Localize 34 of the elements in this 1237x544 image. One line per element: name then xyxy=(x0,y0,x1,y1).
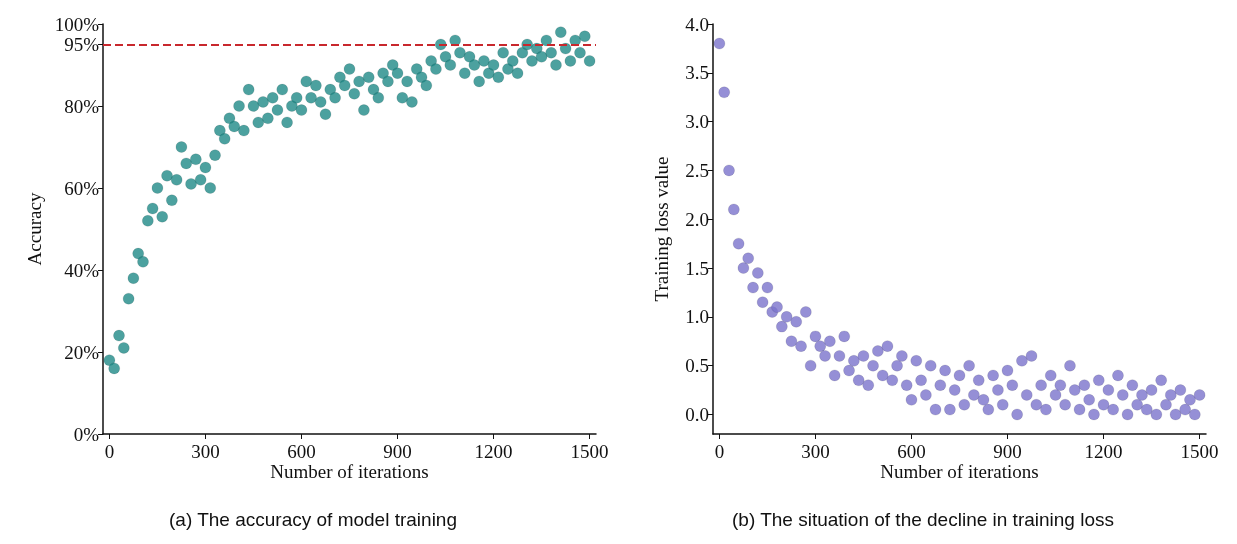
x-tick-label: 300 xyxy=(801,441,830,462)
x-tick-label: 1200 xyxy=(474,441,513,462)
y-tick-label: 40% xyxy=(64,259,100,281)
y-tick-label: 4.0 xyxy=(685,13,709,35)
x-tick-label: 600 xyxy=(287,441,316,462)
x-axis-title: Number of iterations xyxy=(880,461,1039,482)
y-tick-label: 1.5 xyxy=(685,257,709,279)
y-tick-label: 1.0 xyxy=(685,306,709,328)
x-tick-label: 900 xyxy=(383,441,412,462)
x-tick-label: 1200 xyxy=(1084,441,1123,462)
y-tick-label: 2.5 xyxy=(685,159,709,181)
y-tick-label: 0.0 xyxy=(685,403,709,425)
y-tick-label: 3.0 xyxy=(685,111,709,133)
x-tick-label: 0 xyxy=(104,441,115,462)
y-tick-label: 3.5 xyxy=(685,62,709,84)
x-tick-label: 1500 xyxy=(1180,441,1219,462)
y-tick-label: 0.5 xyxy=(685,355,709,377)
x-tick-label: 1500 xyxy=(570,441,609,462)
y-tick-label: 20% xyxy=(64,341,100,363)
y-axis-title: Accuracy xyxy=(23,192,45,266)
x-axis-title: Number of iterations xyxy=(270,461,429,482)
y-tick-label: 2.0 xyxy=(685,208,709,230)
text: (b) The situation of the decline in training loss xyxy=(732,509,1114,530)
y-tick-label: 80% xyxy=(64,95,100,117)
y-tick-label: 100% xyxy=(54,13,100,35)
y-tick-label: 0% xyxy=(73,423,100,445)
x-tick-label: 600 xyxy=(897,441,926,462)
x-tick-label: 0 xyxy=(714,441,725,462)
x-tick-label: 900 xyxy=(993,441,1022,462)
x-tick-label: 300 xyxy=(191,441,220,462)
y-tick-label: 60% xyxy=(64,177,100,199)
y-tick-label: 95% xyxy=(64,34,100,55)
y-axis-title: Training loss value xyxy=(651,156,672,302)
text: (a) The accuracy of model training xyxy=(169,509,457,530)
